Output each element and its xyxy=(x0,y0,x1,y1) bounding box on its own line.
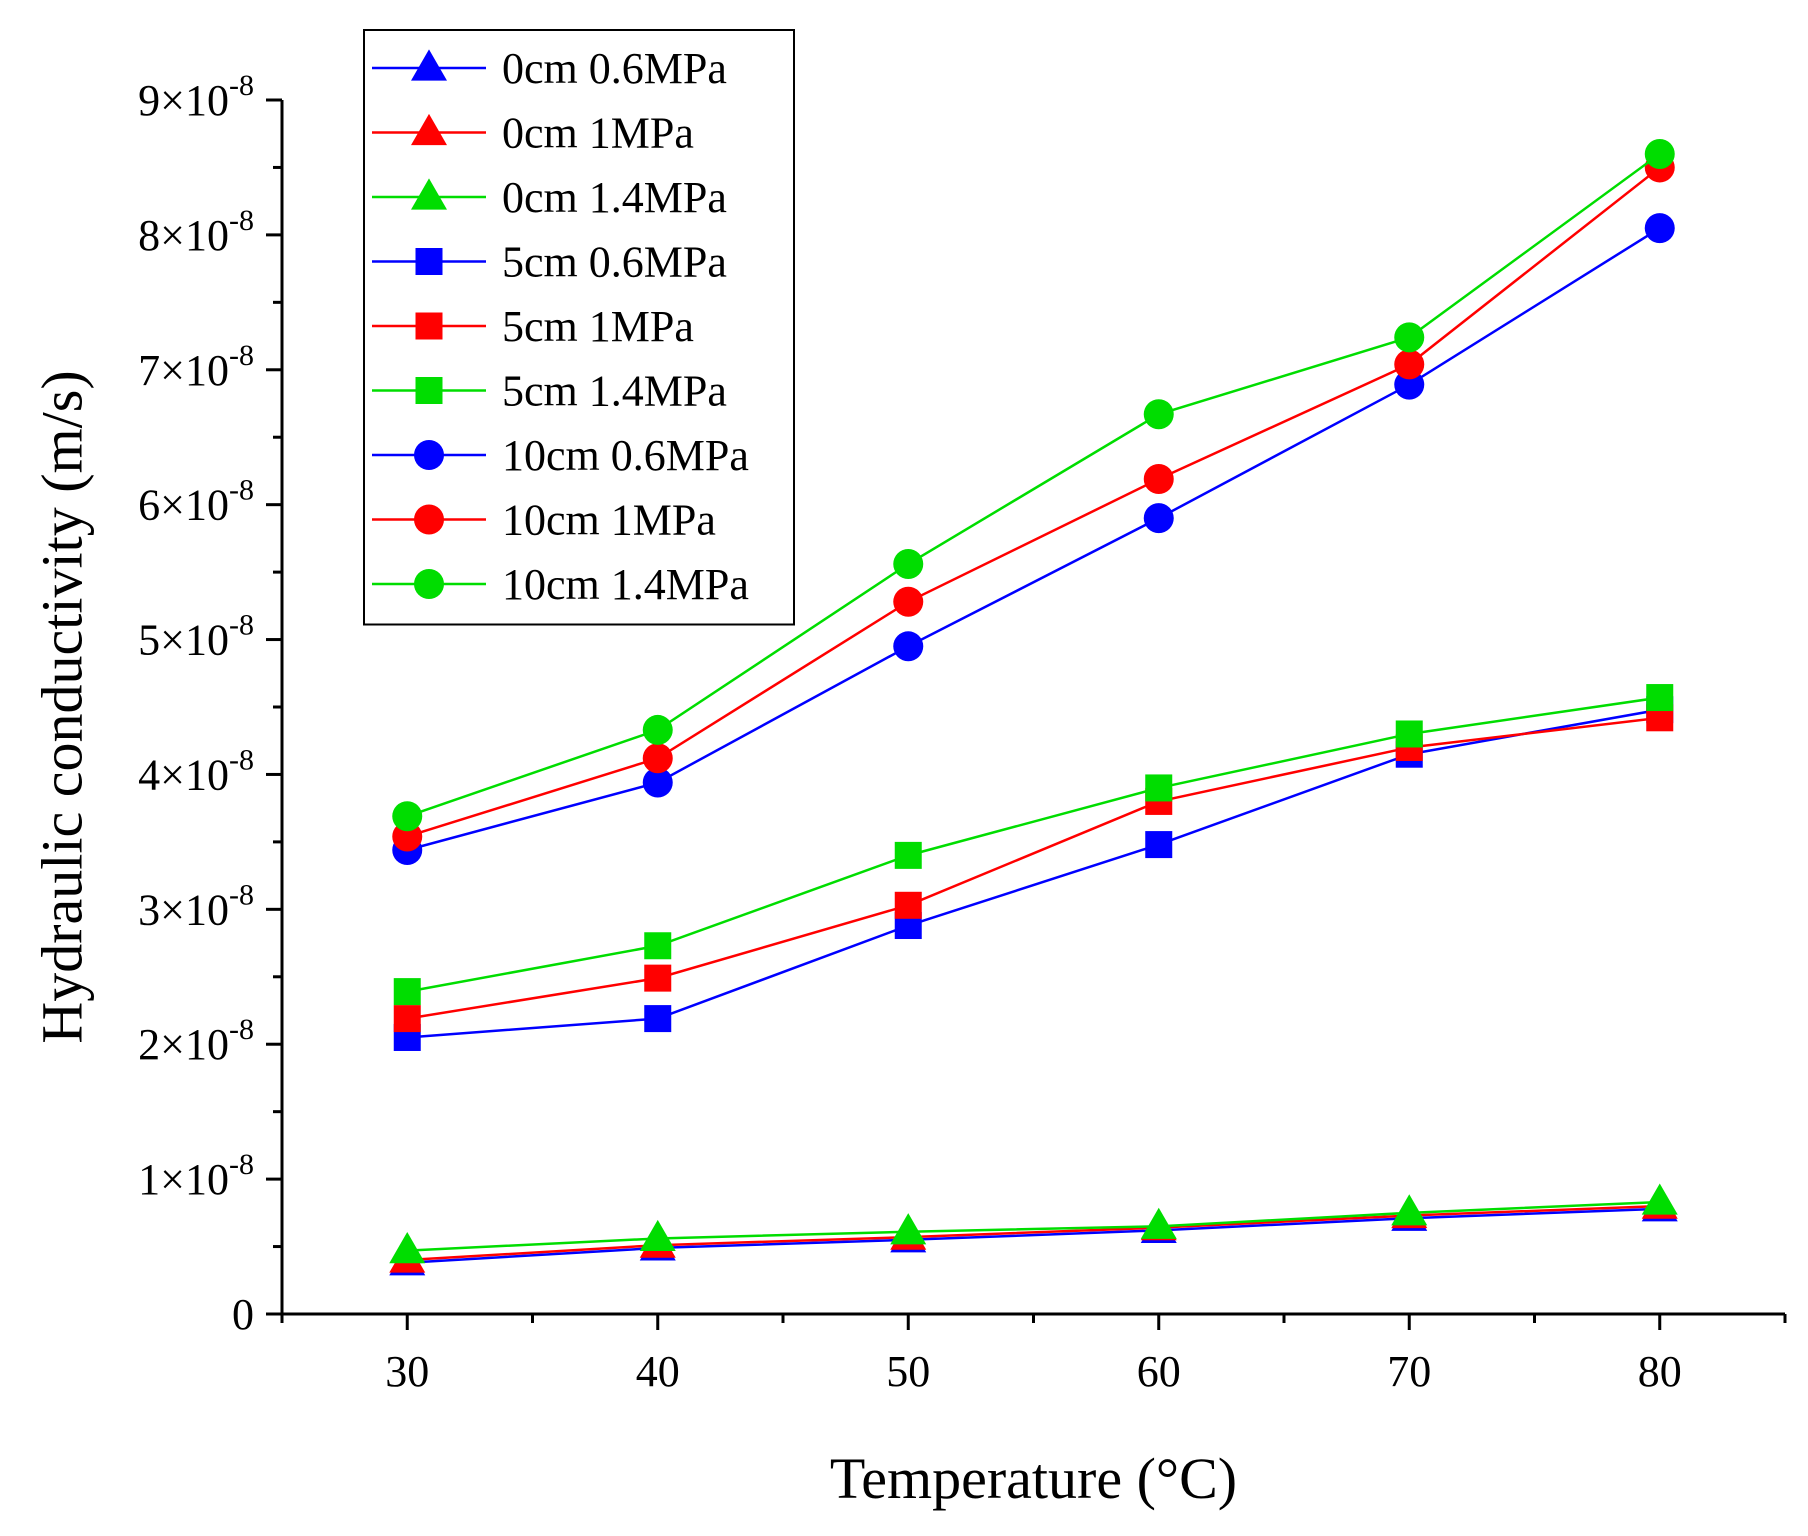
series-line xyxy=(406,227,1661,852)
data-point xyxy=(1143,464,1174,495)
x-tick-label: 60 xyxy=(1137,1347,1181,1396)
legend-label: 0cm 1.4MPa xyxy=(502,173,727,222)
series-line xyxy=(407,716,1660,1020)
data-point xyxy=(389,1232,426,1264)
legend-label: 5cm 1.4MPa xyxy=(502,367,727,416)
x-tick-label: 80 xyxy=(1638,1347,1682,1396)
data-point xyxy=(1143,503,1174,534)
y-tick-label: 1×10-8 xyxy=(138,1148,254,1204)
legend-marker xyxy=(415,312,443,340)
data-point xyxy=(894,891,922,919)
data-point xyxy=(894,841,922,869)
legend-label: 0cm 1MPa xyxy=(502,109,694,158)
data-point xyxy=(1646,684,1674,712)
legend-item: 0cm 1MPa xyxy=(372,109,694,158)
data-point xyxy=(1140,1207,1177,1239)
x-ticks: 30 40 50 60 70 80 xyxy=(280,1314,1787,1396)
series-line xyxy=(407,1204,1660,1262)
legend-items: 0cm 0.6MPa 0cm 1MPa 0cm 1.4MPa 5cm 0.6MPa 5c… xyxy=(372,44,749,609)
legend-item: 0cm 0.6MPa xyxy=(372,44,727,93)
data-point xyxy=(1145,831,1173,859)
x-tick-label: 50 xyxy=(886,1347,930,1396)
legend-label: 5cm 1MPa xyxy=(502,302,694,351)
data-point xyxy=(1143,399,1174,430)
x-tick-label: 70 xyxy=(1387,1347,1431,1396)
legend-marker xyxy=(414,569,444,599)
y-tick-label: 2×10-8 xyxy=(138,1013,254,1069)
data-point xyxy=(642,743,673,774)
data-point xyxy=(1391,1194,1428,1226)
data-point xyxy=(393,978,421,1006)
data-point xyxy=(893,586,924,617)
y-tick-label: 0 xyxy=(232,1290,254,1339)
legend: 0cm 0.6MPa 0cm 1MPa 0cm 1.4MPa 5cm 0.6MPa 5c… xyxy=(363,29,795,626)
data-point xyxy=(893,631,924,662)
data-point xyxy=(642,714,673,745)
legend-item: 10cm 1MPa xyxy=(372,496,716,545)
series-line xyxy=(407,1200,1660,1252)
legend-item: 5cm 1.4MPa xyxy=(372,367,727,416)
data-point xyxy=(1644,213,1675,244)
data-point xyxy=(642,767,673,798)
legend-marker xyxy=(411,178,447,210)
data-point xyxy=(644,1005,672,1033)
legend-label: 10cm 0.6MPa xyxy=(502,431,749,480)
legend-item: 10cm 1.4MPa xyxy=(372,560,749,609)
x-tick-label: 30 xyxy=(385,1347,429,1396)
data-point xyxy=(893,549,924,580)
y-ticks: 0 1×10-8 2×10-8 3×10-8 4×10-8 5×10-8 6×10-8 7×1… xyxy=(138,69,282,1339)
data-point xyxy=(1145,774,1173,802)
legend-item: 0cm 1.4MPa xyxy=(372,173,727,222)
data-point xyxy=(392,801,423,832)
data-point xyxy=(1394,322,1425,353)
data-point xyxy=(393,1005,421,1033)
data-point xyxy=(644,932,672,960)
series-10cm-0-6mpa xyxy=(392,213,1675,865)
legend-item: 5cm 1MPa xyxy=(372,302,694,351)
legend-marker xyxy=(411,49,447,81)
y-tick-label: 3×10-8 xyxy=(138,878,254,934)
y-tick-label: 4×10-8 xyxy=(138,743,254,799)
legend-marker xyxy=(414,440,444,470)
x-axis-title: Temperature (°C) xyxy=(830,1446,1237,1511)
series-line xyxy=(407,1207,1660,1264)
y-tick-label: 8×10-8 xyxy=(138,204,254,260)
series-line xyxy=(406,166,1661,838)
y-tick-label: 7×10-8 xyxy=(138,339,254,395)
legend-marker xyxy=(415,248,443,275)
y-axis-title: Hydraulic conductivity (m/s) xyxy=(30,370,95,1043)
series-line xyxy=(407,696,1660,993)
data-point xyxy=(890,1213,927,1245)
legend-label: 5cm 0.6MPa xyxy=(502,238,727,287)
y-tick-label: 9×10-8 xyxy=(138,69,254,125)
series-5cm-1-4mpa xyxy=(393,684,1674,1006)
series-line xyxy=(406,152,1661,818)
series-5cm-0-6mpa xyxy=(393,696,1674,1051)
series-layer xyxy=(389,138,1678,1276)
legend-marker xyxy=(414,504,444,535)
data-point xyxy=(1641,1183,1678,1215)
legend-label: 0cm 0.6MPa xyxy=(502,44,727,93)
legend-item: 10cm 0.6MPa xyxy=(372,431,749,480)
series-0cm-1-4mpa xyxy=(389,1183,1678,1264)
data-point xyxy=(639,1219,676,1252)
y-tick-label: 6×10-8 xyxy=(138,474,254,530)
series-line xyxy=(407,708,1660,1039)
data-point xyxy=(644,964,672,992)
legend-marker xyxy=(411,113,447,146)
legend-label: 10cm 1MPa xyxy=(502,496,716,545)
legend-marker xyxy=(415,377,443,404)
x-tick-label: 40 xyxy=(636,1347,680,1396)
data-point xyxy=(1394,349,1425,380)
data-point xyxy=(1395,720,1423,748)
series-10cm-1-4mpa xyxy=(392,138,1675,832)
data-point xyxy=(1644,138,1675,169)
y-tick-label: 5×10-8 xyxy=(138,609,254,665)
legend-item: 5cm 0.6MPa xyxy=(372,238,727,287)
legend-label: 10cm 1.4MPa xyxy=(502,560,749,609)
